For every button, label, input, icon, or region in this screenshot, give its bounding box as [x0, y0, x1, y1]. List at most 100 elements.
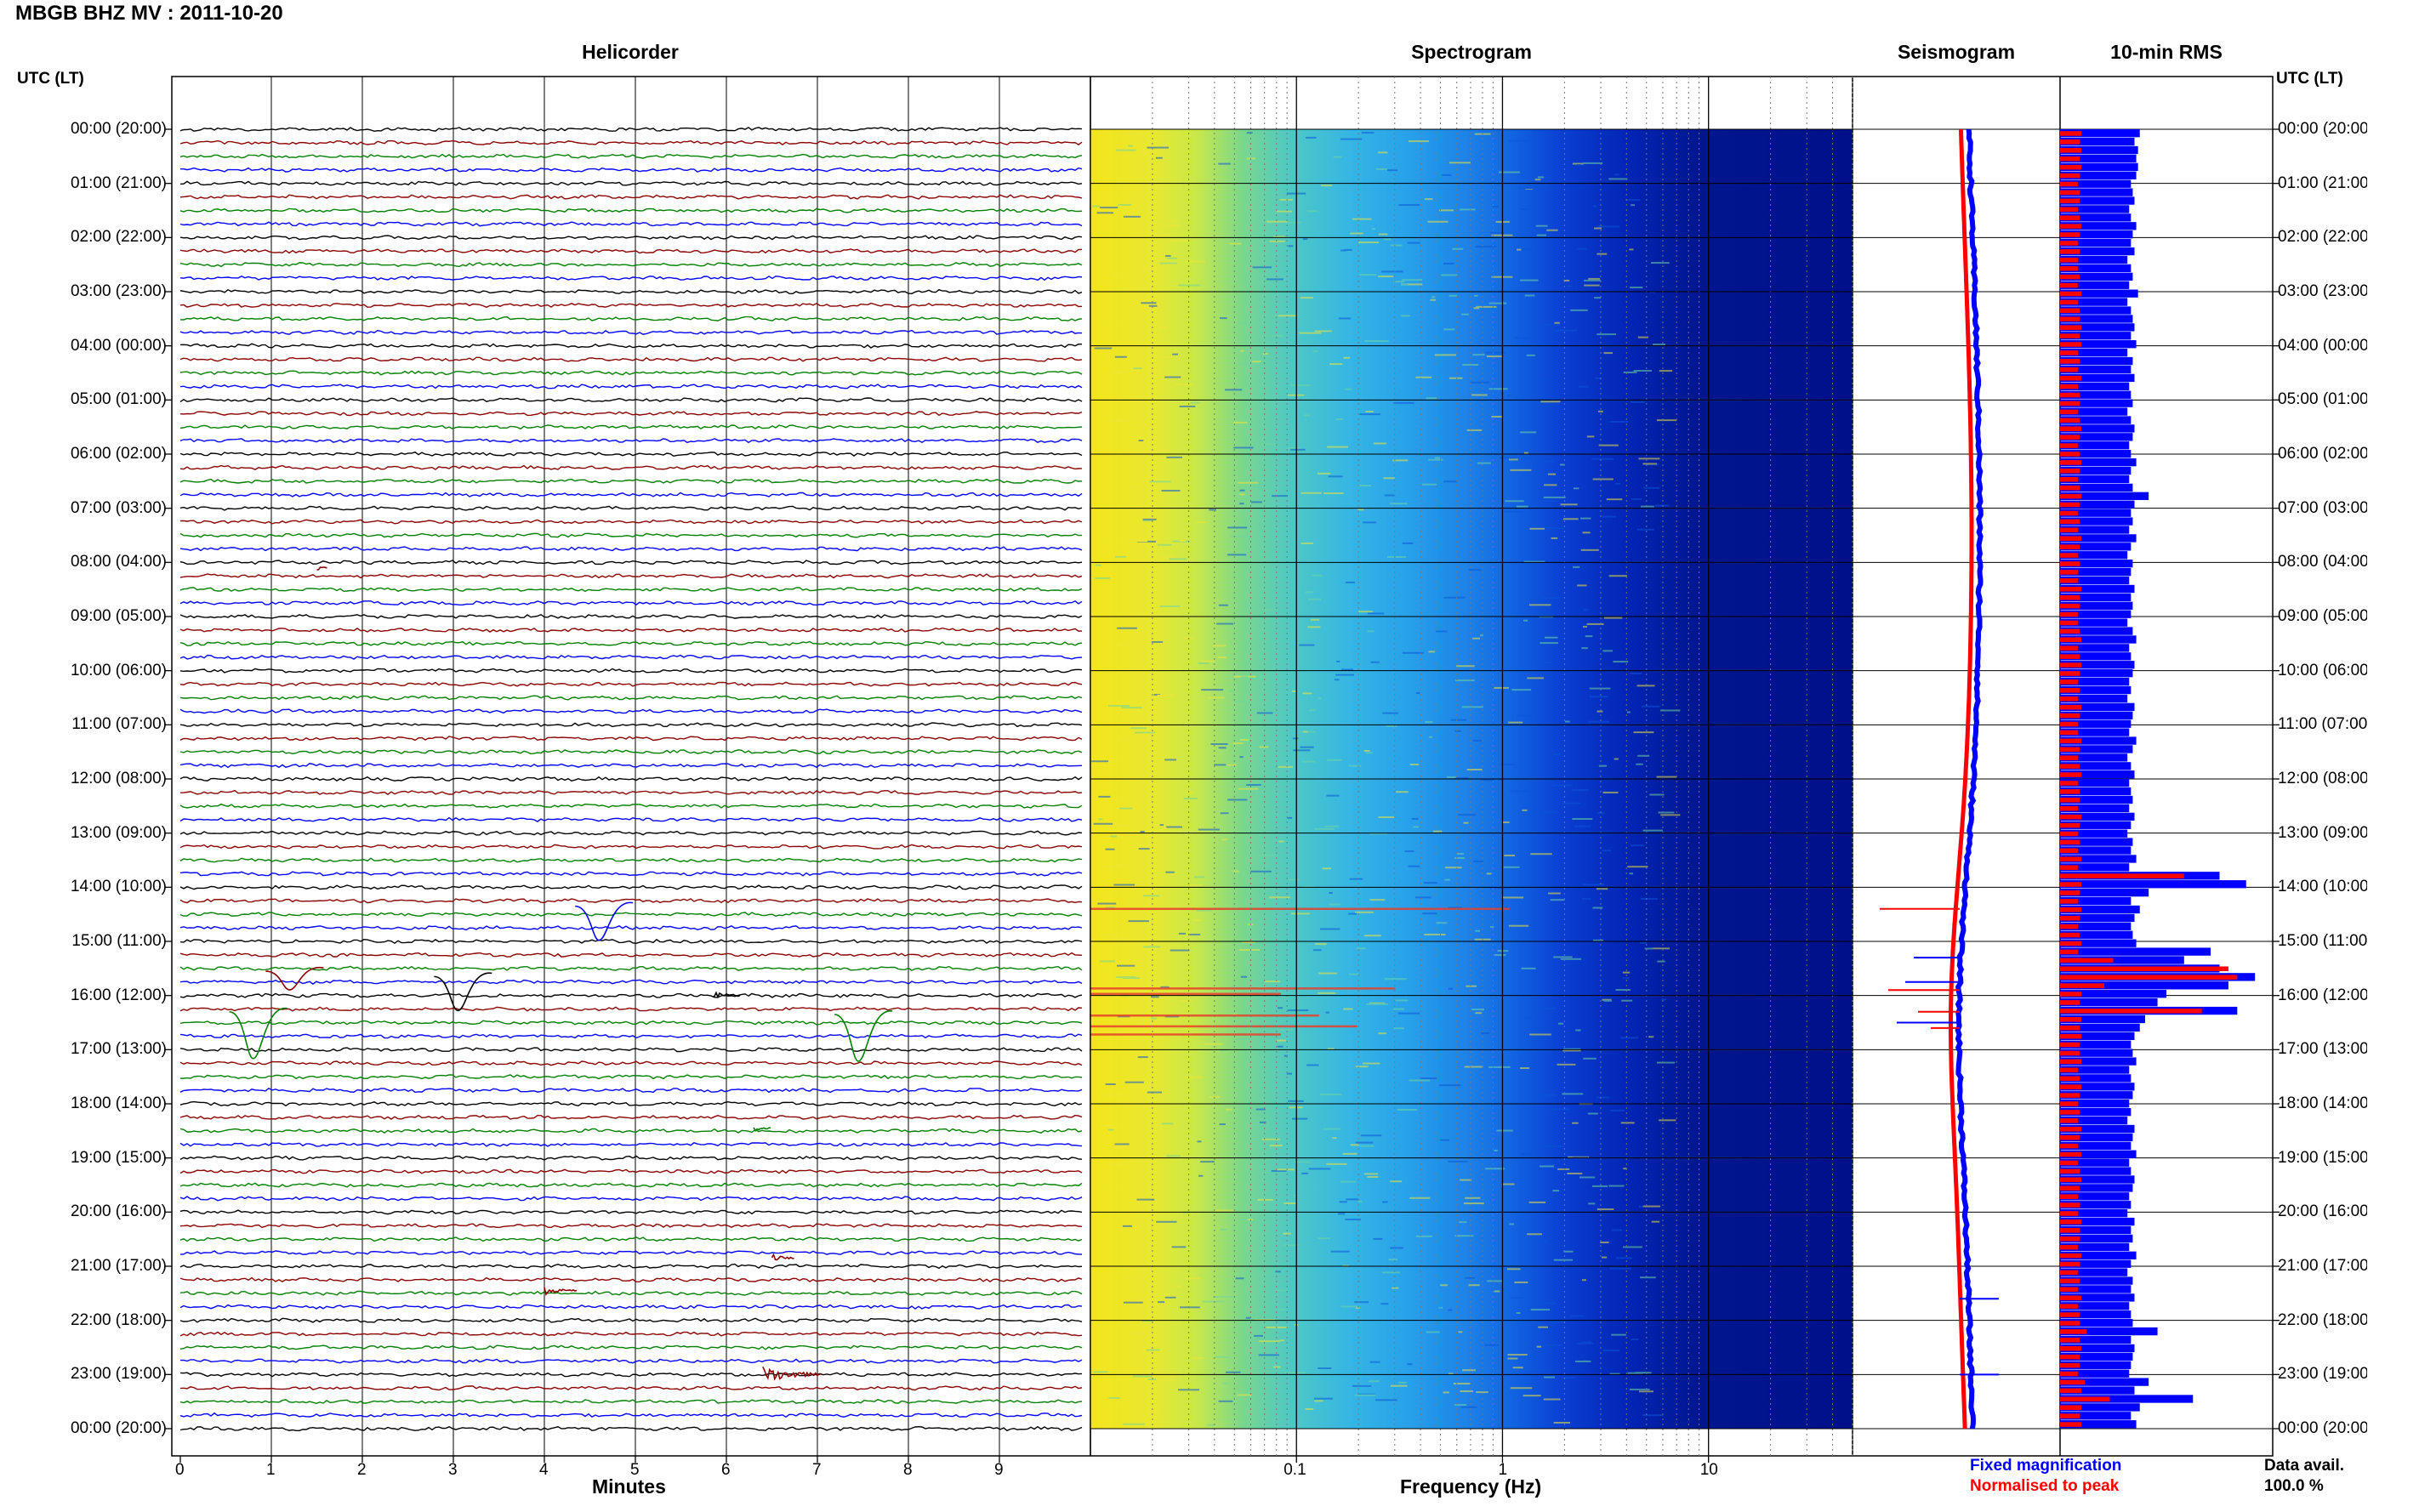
- data-avail-value: 100.0 %: [2264, 1477, 2324, 1495]
- rms-normalised-bar: [2060, 1093, 2080, 1098]
- frequency-tick-label: 0.1: [1283, 1461, 1306, 1479]
- helicorder-trace: [179, 424, 1083, 430]
- helicorder-trace: [179, 600, 1083, 606]
- time-label-right: 21:00 (17:00): [2278, 1257, 2367, 1275]
- rms-fixed-bar: [2060, 669, 2133, 678]
- rms-normalised-bar: [2060, 1151, 2081, 1157]
- rms-fixed-bar: [2060, 1217, 2135, 1226]
- rms-fixed-bar: [2060, 433, 2133, 441]
- rms-normalised-bar: [2060, 645, 2078, 651]
- helicorder-trace: [179, 1033, 1083, 1039]
- rms-normalised-bar: [2060, 198, 2080, 204]
- time-label-left: 21:00 (17:00): [70, 1257, 167, 1275]
- rms-normalised-bar: [2060, 1405, 2081, 1410]
- rms-fixed-bar: [2060, 1032, 2135, 1040]
- time-label-left: 19:00 (15:00): [70, 1148, 167, 1167]
- helicorder-trace: [179, 722, 1083, 728]
- rms-normalised-bar: [2060, 915, 2080, 921]
- rms-normalised-bar: [2060, 781, 2078, 786]
- helicorder-trace: [179, 207, 1083, 213]
- rms-fixed-bar: [2060, 661, 2135, 669]
- time-label-left: 05:00 (01:00): [70, 390, 167, 409]
- helicorder-trace: [179, 221, 1083, 227]
- rms-fixed-bar: [2060, 1091, 2133, 1100]
- rms-fixed-bar: [2060, 483, 2133, 492]
- rms-normalised-bar: [2060, 392, 2080, 398]
- helicorder-trace: [179, 546, 1083, 552]
- legend-normalised-to-peak: Normalised to peak: [1970, 1477, 2120, 1495]
- rms-fixed-bar: [2060, 247, 2135, 256]
- spectrogram-title: Spectrogram: [1411, 41, 1532, 63]
- rms-normalised-bar: [2060, 265, 2078, 271]
- rms-normalised-bar: [2060, 975, 2238, 980]
- rms-normalised-bar: [2060, 384, 2078, 389]
- rms-normalised-bar: [2060, 1202, 2080, 1208]
- helicorder-trace: [179, 1128, 1083, 1134]
- helicorder-trace: [179, 763, 1083, 769]
- rms-fixed-bar: [2060, 685, 2132, 695]
- rms-normalised-bar: [2060, 493, 2081, 499]
- rms-fixed-bar: [2060, 230, 2133, 239]
- rms-normalised-bar: [2060, 291, 2081, 297]
- helicorder-trace: [179, 1263, 1083, 1270]
- time-label-right: 22:00 (18:00): [2278, 1310, 2367, 1329]
- rms-fixed-bar: [2060, 1319, 2133, 1327]
- rms-fixed-bar: [2060, 838, 2133, 846]
- helicorder-events: [229, 566, 893, 1381]
- rms-fixed-bar: [2060, 526, 2130, 534]
- helicorder-trace: [179, 952, 1083, 958]
- frequency-axis-title: Frequency (Hz): [1400, 1475, 1542, 1498]
- bottom-ticks: [179, 1456, 1710, 1463]
- rms-normalised-bar: [2060, 1278, 2080, 1284]
- rms-normalised-bar: [2060, 738, 2081, 744]
- rms-normalised-bar: [2060, 258, 2078, 263]
- helicorder-trace: [179, 153, 1083, 159]
- rms-normalised-bar: [2060, 435, 2080, 440]
- rms-fixed-bar: [2060, 990, 2166, 998]
- rms-normalised-bar: [2060, 671, 2080, 676]
- helicorder-trace: [179, 1223, 1083, 1229]
- helicorder-trace: [179, 519, 1083, 525]
- helicorder-trace: [179, 262, 1083, 268]
- rms-fixed-bar: [2060, 289, 2138, 298]
- rms-fixed-bar: [2060, 424, 2135, 433]
- helicorder-trace: [179, 587, 1083, 593]
- rms-fixed-bar: [2060, 1420, 2137, 1429]
- rms-normalised-bar: [2060, 476, 2078, 482]
- time-label-right: 12:00 (08:00): [2278, 770, 2367, 787]
- time-label-left: 06:00 (02:00): [70, 445, 167, 463]
- rms-fixed-bar: [2060, 804, 2130, 813]
- spectrogram-events: [1090, 907, 1510, 1036]
- rms-fixed-bar: [2060, 1192, 2130, 1201]
- rms-normalised-bar: [2060, 1000, 2080, 1005]
- rms-normalised-bar: [2060, 1304, 2078, 1309]
- minutes-tick-label: 6: [721, 1461, 731, 1479]
- time-label-left: 17:00 (13:00): [70, 1040, 167, 1059]
- rms-fixed-bar: [2060, 450, 2132, 458]
- rms-fixed-bar: [2060, 264, 2132, 273]
- rms-normalised-bar: [2060, 173, 2080, 179]
- time-label-right: 19:00 (15:00): [2278, 1148, 2367, 1167]
- helicorder-trace: [179, 871, 1083, 877]
- helicorder-trace: [179, 1250, 1083, 1256]
- helicorder-trace: [179, 1290, 1083, 1296]
- rms-normalised-bar: [2060, 578, 2078, 583]
- helicorder-title: Helicorder: [582, 41, 679, 63]
- rms-normalised-bar: [2060, 941, 2081, 946]
- minutes-tick-label: 5: [630, 1461, 640, 1479]
- rms-normalised-bar: [2060, 215, 2080, 220]
- helicorder-trace: [179, 370, 1083, 376]
- rms-fixed-bar: [2060, 1158, 2130, 1167]
- rms-fixed-bar: [2060, 458, 2137, 467]
- time-label-right: 03:00 (23:00): [2278, 282, 2367, 300]
- rms-fixed-bar: [2060, 272, 2133, 281]
- rms-normalised-bar: [2060, 822, 2080, 828]
- rms-normalised-bar: [2060, 1177, 2081, 1183]
- rms-fixed-bar: [2060, 1124, 2135, 1134]
- rms-normalised-bar: [2060, 148, 2081, 153]
- rms-fixed-bar: [2060, 238, 2132, 247]
- rms-fixed-bar: [2060, 255, 2128, 264]
- rms-normalised-bar: [2060, 519, 2080, 525]
- rms-normalised-bar: [2060, 949, 2078, 955]
- rms-fixed-bar: [2060, 1403, 2140, 1412]
